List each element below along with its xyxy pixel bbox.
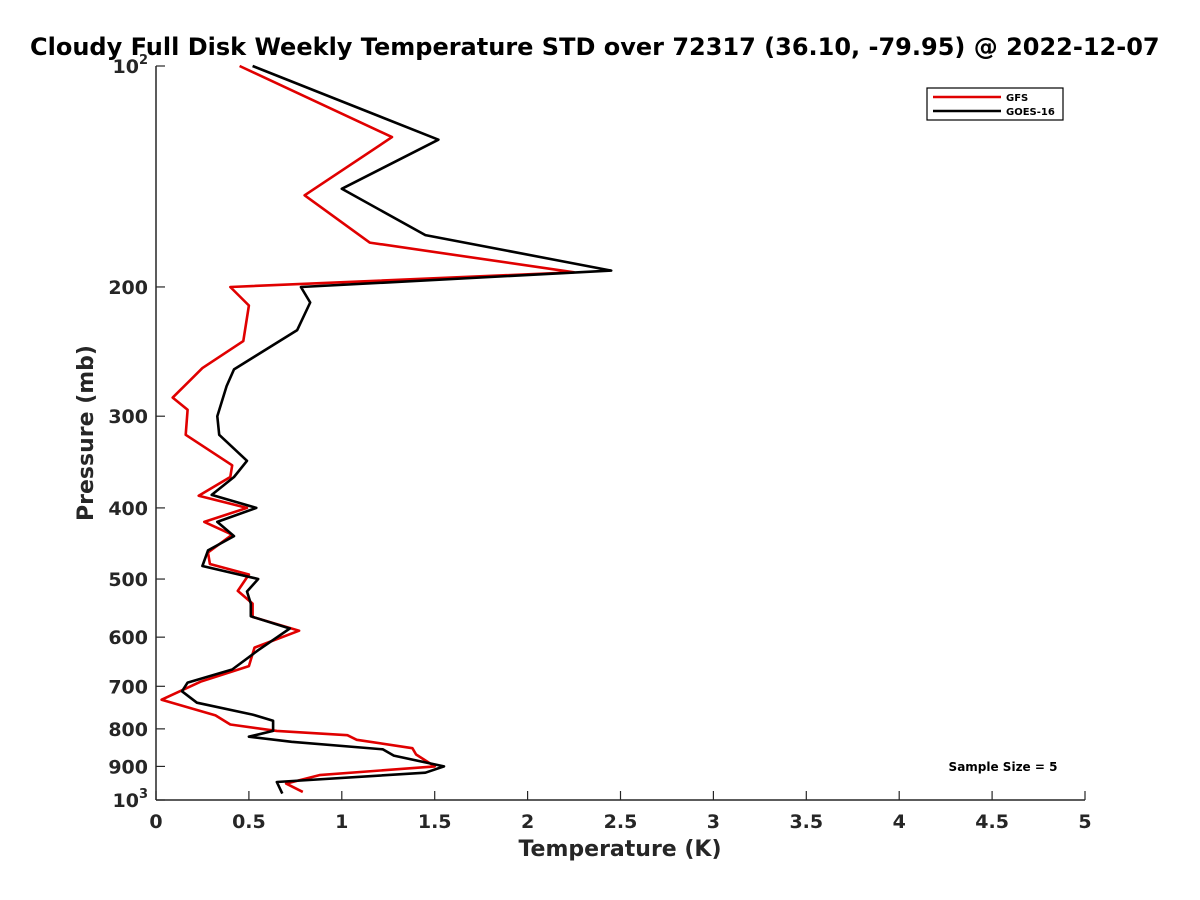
legend-label-goes-16: GOES-16 <box>1006 107 1055 118</box>
y-tick-label: 103 <box>113 787 149 812</box>
y-tick-label: 600 <box>108 627 148 649</box>
x-tick-label: 4.5 <box>975 811 1009 833</box>
y-tick-label: 700 <box>108 676 148 698</box>
series-layer <box>160 64 613 795</box>
x-tick-label: 2 <box>521 811 534 833</box>
series-line-gfs <box>160 64 576 794</box>
legend-box <box>926 87 1064 121</box>
x-axis-label: Temperature (K) <box>518 837 721 862</box>
x-tick-label: 3 <box>707 811 720 833</box>
x-tick-label: 3.5 <box>789 811 823 833</box>
x-tick-label: 5 <box>1078 811 1091 833</box>
x-tick-label: 0.5 <box>232 811 266 833</box>
x-tick-label: 2.5 <box>604 811 638 833</box>
y-axis-label: Pressure (mb) <box>74 345 99 521</box>
legend-label-gfs: GFS <box>1006 93 1028 104</box>
x-axis-ticks: 0 0.5 1 1.5 2 2.5 3 3.5 4 4.5 5 <box>149 791 1092 833</box>
y-tick-label: 200 <box>108 277 148 299</box>
x-tick-label: 0 <box>149 811 162 833</box>
x-tick-label: 1.5 <box>418 811 452 833</box>
x-tick-label: 4 <box>893 811 906 833</box>
sample-size-annotation: Sample Size = 5 <box>949 760 1058 774</box>
series-line-goes-16 <box>180 64 613 795</box>
y-axis-ticks: 102 200 300 400 500 600 700 800 900 103 <box>108 53 165 812</box>
y-tick-label: 800 <box>108 719 148 741</box>
x-tick-label: 1 <box>335 811 348 833</box>
y-tick-label: 400 <box>108 498 148 520</box>
plot-area <box>156 66 1085 800</box>
chart-title: Cloudy Full Disk Weekly Temperature STD … <box>30 33 1160 61</box>
legend: GFS GOES-16 <box>926 87 1064 121</box>
y-tick-label: 102 <box>113 53 149 78</box>
y-tick-label: 900 <box>108 756 148 778</box>
y-tick-label: 500 <box>108 569 148 591</box>
y-tick-label: 300 <box>108 406 148 428</box>
